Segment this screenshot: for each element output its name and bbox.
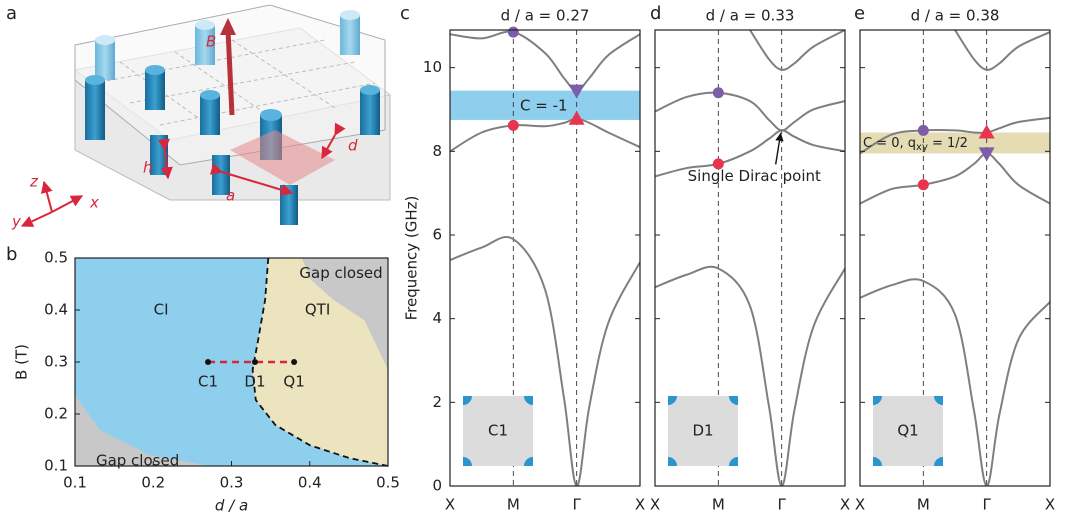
y-tick-label: 6	[432, 225, 442, 243]
point-label: C1	[198, 373, 218, 391]
x-tick-label: Γ	[982, 496, 991, 514]
x-tick-label: X	[855, 496, 865, 514]
y-tick-label: 0.4	[44, 301, 68, 319]
point-label: Q1	[283, 373, 304, 391]
gap-label-part: = 1/2	[928, 135, 968, 150]
x-tick-label: M	[712, 496, 725, 514]
annotation: Single Dirac point	[688, 167, 821, 185]
x-tick-label: 0.1	[63, 474, 87, 492]
x-tick-label: 0.4	[298, 474, 322, 492]
annotation-arrow	[776, 133, 781, 164]
chart-title: d / a = 0.38	[911, 7, 1000, 25]
x-tick-label: M	[507, 496, 520, 514]
band	[450, 32, 640, 91]
y-tick-label: 0.3	[44, 353, 68, 371]
x-tick-label: 0.5	[376, 474, 400, 492]
inset-label: Q1	[897, 422, 918, 440]
x-axis-label: d / a	[215, 497, 248, 515]
state-marker	[508, 120, 519, 131]
axis-x-label: x	[89, 194, 99, 212]
state-marker	[918, 179, 929, 190]
gap-label-part: C = 0, q	[863, 135, 916, 150]
region-label: QTI	[305, 301, 330, 319]
state-marker	[508, 27, 519, 38]
x-tick-label: Γ	[572, 496, 581, 514]
panel-label: d	[650, 3, 661, 24]
x-tick-label: X	[840, 496, 850, 514]
chart-title: d / a = 0.27	[501, 7, 590, 25]
phase-point	[291, 359, 297, 365]
gap-label-part: C = -1	[520, 96, 568, 114]
y-tick-label: 0.5	[44, 249, 68, 267]
state-marker	[713, 87, 724, 98]
state-marker	[918, 125, 929, 136]
schematic: B d h a x y z	[11, 5, 390, 231]
state-marker	[979, 147, 995, 161]
band	[655, 93, 845, 131]
panel-label: a	[6, 3, 17, 24]
y-tick-label: 0.2	[44, 405, 68, 423]
region-label: Gap closed	[299, 264, 382, 282]
a-label: a	[226, 187, 235, 205]
gap-label: C = -1	[520, 96, 568, 114]
h-label: h	[143, 159, 153, 177]
y-tick-label: 0	[432, 477, 442, 495]
field-label: B	[206, 33, 216, 51]
y-tick-label: 10	[423, 58, 442, 76]
phase-point	[252, 359, 258, 365]
panel-label: e	[854, 3, 865, 24]
x-tick-label: X	[635, 496, 645, 514]
x-tick-label: M	[917, 496, 930, 514]
inset-label: D1	[692, 422, 713, 440]
panel-label: c	[400, 3, 410, 24]
gap-label-part: xy	[916, 142, 928, 153]
x-tick-label: 0.2	[141, 474, 165, 492]
band	[750, 30, 845, 70]
band	[450, 119, 640, 152]
band	[860, 153, 1050, 203]
y-tick-label: 8	[432, 142, 442, 160]
y-axis-label: Frequency (GHz)	[403, 196, 421, 321]
gap-label: C = 0, qxy = 1/2	[863, 135, 968, 153]
y-axis-label: B (T)	[13, 344, 31, 380]
phase-point	[205, 359, 211, 365]
d-label: d	[348, 137, 358, 155]
x-tick-label: X	[650, 496, 660, 514]
region-label: CI	[154, 301, 169, 319]
x-tick-label: X	[1045, 496, 1055, 514]
y-tick-label: 0.1	[44, 457, 68, 475]
panel-label: b	[6, 244, 17, 265]
inset-label: C1	[488, 422, 508, 440]
chart-title: d / a = 0.33	[706, 7, 795, 25]
y-tick-label: 4	[432, 309, 442, 327]
figure: B d h a x y z a b c d e CIQTIGap closedG…	[0, 0, 1067, 519]
x-tick-label: 0.3	[220, 474, 244, 492]
point-label: D1	[244, 373, 265, 391]
x-tick-label: X	[445, 496, 455, 514]
y-tick-label: 2	[432, 393, 442, 411]
x-tick-label: Γ	[777, 496, 786, 514]
axis-y-label: y	[11, 213, 22, 231]
band	[955, 30, 1050, 70]
axis-z-label: z	[29, 173, 39, 191]
